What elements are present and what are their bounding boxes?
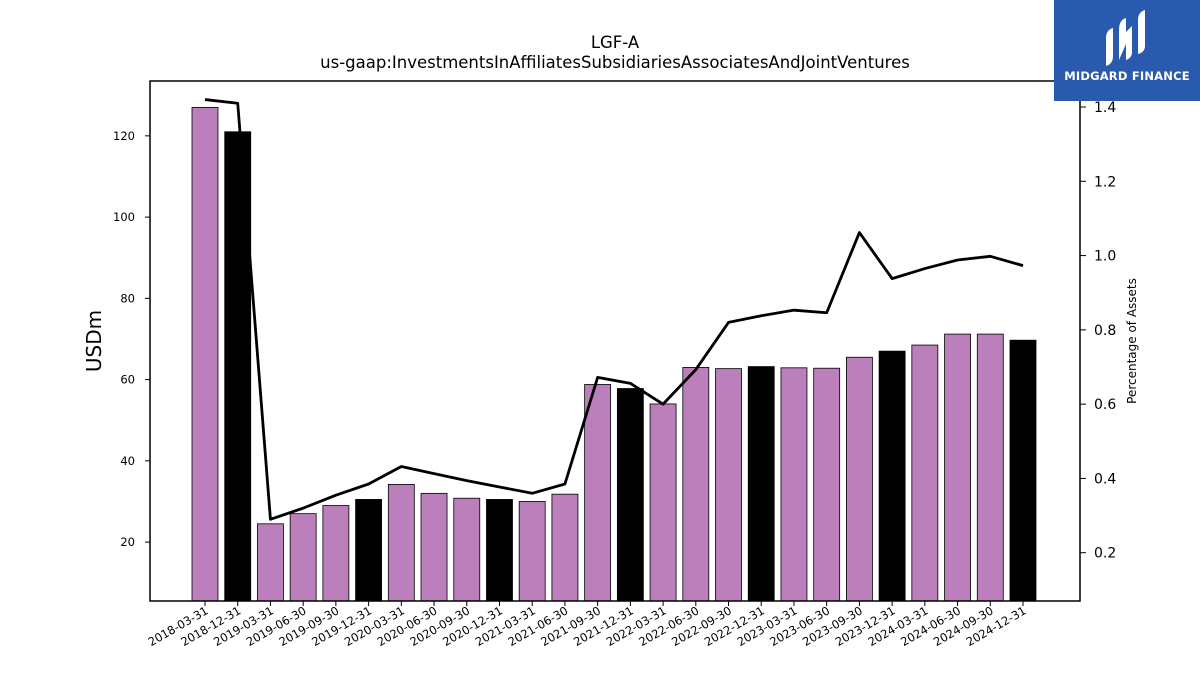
bar-2019-09-30 (322, 505, 350, 602)
bar-2024-09-30 (976, 333, 1004, 602)
bar-2021-06-30 (551, 493, 579, 602)
bar-2021-09-30 (584, 384, 612, 602)
bar-2019-12-31 (355, 499, 383, 602)
bar-2020-09-30 (453, 497, 481, 602)
bar-2020-03-31 (387, 484, 415, 602)
y-tick-label: 60 (120, 373, 135, 387)
bar-2019-06-30 (289, 513, 317, 602)
bar-2024-03-31 (911, 344, 939, 602)
brand-logo: MIDGARD FINANCE (1054, 0, 1200, 101)
chart-subtitle: us-gaap:InvestmentsInAffiliatesSubsidiar… (320, 53, 910, 72)
y-tick-label: 80 (120, 291, 135, 305)
bar-2022-12-31 (747, 366, 775, 602)
bar-2018-03-31 (191, 107, 219, 602)
right-axis-ticks: 0.2 0.4 0.6 0.8 1.0 1.2 1.4 (1080, 100, 1116, 562)
y-right-tick-label: 0.2 (1094, 546, 1116, 562)
bar-2020-06-30 (420, 492, 448, 602)
bar-2022-03-31 (649, 403, 677, 602)
y-axis-label: USDm (82, 310, 106, 372)
y-right-tick-label: 0.6 (1094, 397, 1116, 413)
y-axis-label-right: Percentage of Assets (1125, 278, 1139, 404)
bar-group (191, 107, 1037, 602)
plot-frame (149, 80, 1081, 602)
bar-2021-12-31 (616, 388, 644, 602)
bar-2024-12-31 (1009, 339, 1037, 602)
bar-2023-06-30 (813, 367, 841, 602)
y-right-tick-label: 1.4 (1094, 100, 1116, 116)
y-right-tick-label: 1.2 (1094, 174, 1116, 190)
x-axis-ticks: 2018-03-312018-12-312019-03-312019-06-30… (146, 601, 1029, 649)
brand-name: MIDGARD FINANCE (1064, 69, 1190, 83)
midgard-logo-icon (1106, 10, 1145, 66)
chart-title: LGF-A (591, 33, 640, 52)
bar-2021-03-31 (518, 501, 546, 602)
line-group (204, 98, 1024, 521)
y-tick-label: 20 (120, 535, 135, 549)
bar-2020-12-31 (486, 499, 513, 602)
percentage-of-assets-line (204, 98, 1024, 521)
y-tick-label: 100 (113, 210, 135, 224)
y-right-tick-label: 1.0 (1094, 249, 1116, 265)
bar-2022-06-30 (682, 367, 710, 602)
y-tick-label: 120 (113, 129, 135, 143)
bar-2024-06-30 (944, 333, 971, 602)
y-tick-label: 40 (120, 454, 135, 468)
left-axis-ticks: 20 40 60 80 100 120 (113, 129, 150, 549)
bar-2022-09-30 (715, 368, 742, 602)
y-right-tick-label: 0.8 (1094, 323, 1116, 339)
y-right-tick-label: 0.4 (1094, 471, 1116, 487)
bar-2023-09-30 (846, 356, 873, 602)
bar-2019-03-31 (257, 523, 284, 602)
bar-2023-12-31 (878, 350, 906, 602)
bar-2023-03-31 (780, 367, 808, 602)
